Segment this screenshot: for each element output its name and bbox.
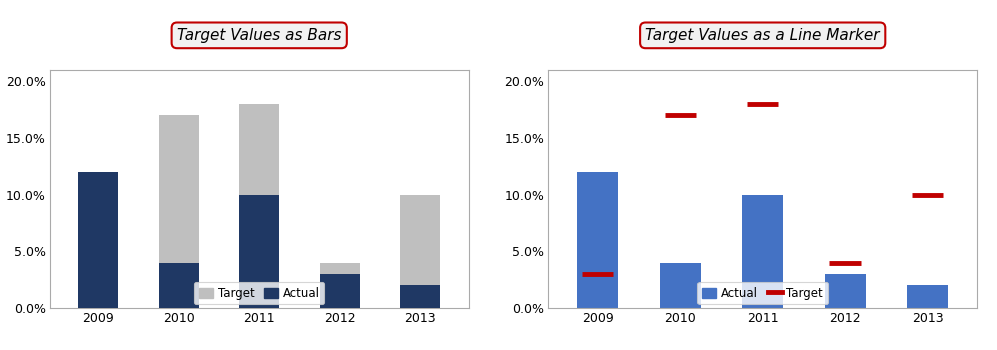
Bar xyxy=(400,195,441,308)
Bar xyxy=(159,262,198,308)
Bar xyxy=(239,195,279,308)
Bar xyxy=(239,104,279,308)
Bar xyxy=(742,195,784,308)
Legend: Actual, Target: Actual, Target xyxy=(698,282,828,304)
Bar xyxy=(78,172,119,308)
Bar xyxy=(78,274,119,308)
Bar xyxy=(320,274,360,308)
Bar xyxy=(320,262,360,308)
Bar xyxy=(825,274,865,308)
Title: Target Values as a Line Marker: Target Values as a Line Marker xyxy=(645,28,880,43)
Bar xyxy=(907,285,948,308)
Bar xyxy=(660,262,701,308)
Legend: Target, Actual: Target, Actual xyxy=(194,282,324,304)
Title: Target Values as Bars: Target Values as Bars xyxy=(177,28,341,43)
Bar xyxy=(159,116,198,308)
Bar xyxy=(577,172,618,308)
Bar xyxy=(400,285,441,308)
